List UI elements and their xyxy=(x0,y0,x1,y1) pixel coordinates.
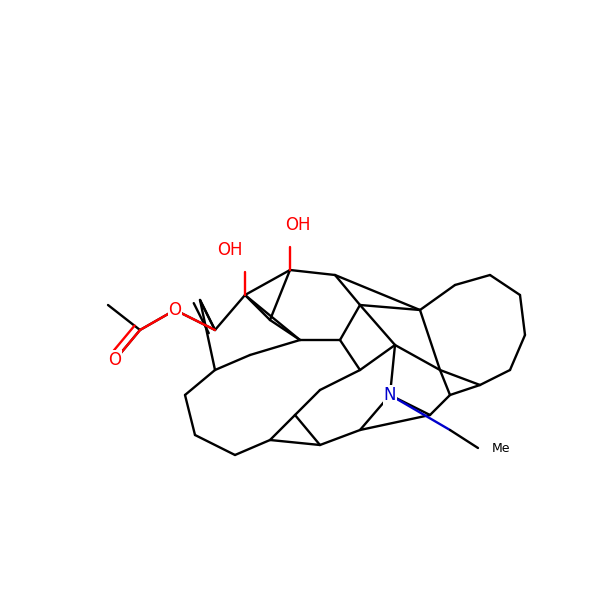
Text: OH: OH xyxy=(285,216,311,234)
Text: Me: Me xyxy=(492,442,511,455)
Text: O: O xyxy=(169,301,182,319)
Text: OH: OH xyxy=(217,241,243,259)
Text: N: N xyxy=(384,386,396,404)
Text: O: O xyxy=(109,351,121,369)
